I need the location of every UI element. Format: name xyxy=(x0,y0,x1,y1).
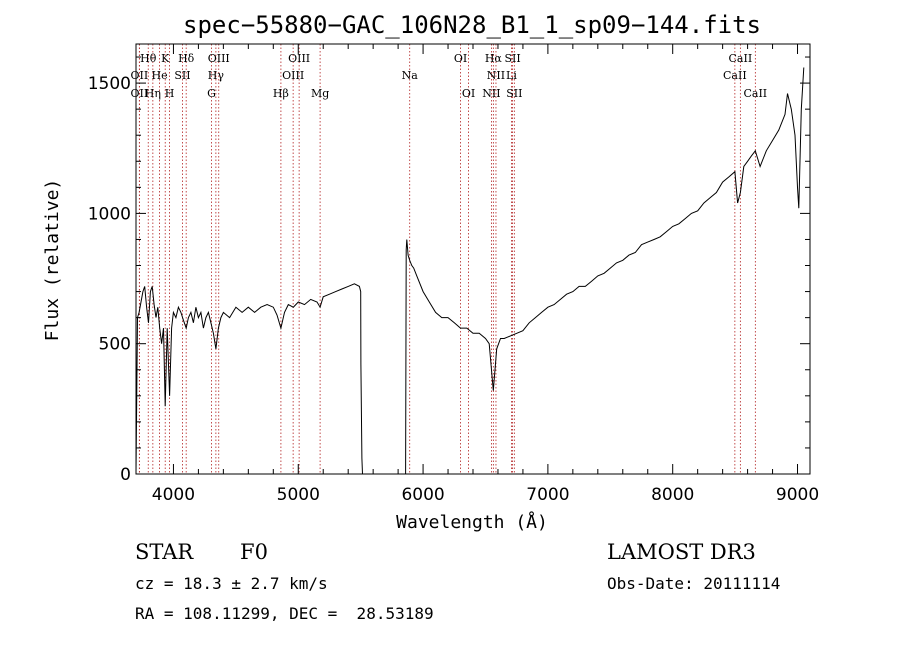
line-label-0: Hθ xyxy=(140,52,157,65)
emission-line-markers xyxy=(138,44,756,474)
y-axis: 0 500 1000 1500 xyxy=(88,56,810,485)
line-label-1: OII xyxy=(131,69,149,82)
line-label-21: NII xyxy=(482,87,500,100)
x-axis: 4000 5000 6000 7000 8000 9000 xyxy=(152,44,819,505)
line-label-23: Li xyxy=(506,69,517,82)
survey-name: LAMOST DR3 xyxy=(607,540,756,564)
line-label-20: NII xyxy=(487,69,505,82)
line-label-5: Hη xyxy=(145,87,161,100)
x-tick-label-1: 5000 xyxy=(277,485,320,505)
x-tick-label-0: 4000 xyxy=(152,485,195,505)
x-tick-label-4: 8000 xyxy=(651,485,694,505)
line-label-6: Hδ xyxy=(178,52,195,65)
y-tick-label-3: 1500 xyxy=(88,74,131,94)
line-label-17: OI xyxy=(454,52,467,65)
line-label-22: SII xyxy=(504,52,520,65)
line-label-19: Hα xyxy=(485,52,503,65)
x-axis-label: Wavelength (Å) xyxy=(396,511,548,533)
x-tick-label-5: 9000 xyxy=(776,485,819,505)
line-label-27: CaII xyxy=(743,87,767,100)
emission-line-labels: Hθ OII OII K He Hη Hδ SII H OIII Hγ G OIII OIII Hβ Mg Na… xyxy=(131,52,768,100)
y-tick-label-1: 500 xyxy=(99,335,131,355)
line-label-3: K xyxy=(161,52,170,65)
object-class: STAR xyxy=(135,540,194,564)
line-label-16: Na xyxy=(402,69,419,82)
line-label-18: OI xyxy=(462,87,475,100)
line-label-26: CaII xyxy=(723,69,747,82)
x-tick-label-3: 7000 xyxy=(526,485,569,505)
chart-title: spec−55880−GAC_106N28_B1_1_sp09−144.fits xyxy=(183,11,761,39)
line-label-15: Mg xyxy=(311,87,329,100)
plot-frame xyxy=(135,43,811,475)
observation-date: Obs-Date: 20111114 xyxy=(607,574,781,593)
spectrum-series-line xyxy=(135,67,805,475)
x-tick-label-2: 6000 xyxy=(401,485,444,505)
line-label-25: CaII xyxy=(729,52,753,65)
y-axis-label: Flux (relative) xyxy=(42,179,63,342)
line-label-24: SII xyxy=(506,87,522,100)
line-label-11: G xyxy=(207,87,216,100)
line-label-2: OII xyxy=(131,87,149,100)
line-label-4: He xyxy=(152,69,168,82)
line-label-12: OIII xyxy=(288,52,310,65)
line-label-8: H xyxy=(165,87,175,100)
object-subclass: F0 xyxy=(240,540,268,564)
y-tick-label-2: 1000 xyxy=(88,204,131,224)
y-tick-label-0: 0 xyxy=(120,465,131,485)
line-label-9: OIII xyxy=(208,52,230,65)
line-label-14: Hβ xyxy=(273,87,289,100)
redshift-value: cz = 18.3 ± 2.7 km/s xyxy=(135,574,328,593)
line-label-7: SII xyxy=(174,69,190,82)
coordinates: RA = 108.11299, DEC = 28.53189 xyxy=(135,604,434,623)
line-label-13: OIII xyxy=(282,69,304,82)
line-label-10: Hγ xyxy=(208,69,225,82)
